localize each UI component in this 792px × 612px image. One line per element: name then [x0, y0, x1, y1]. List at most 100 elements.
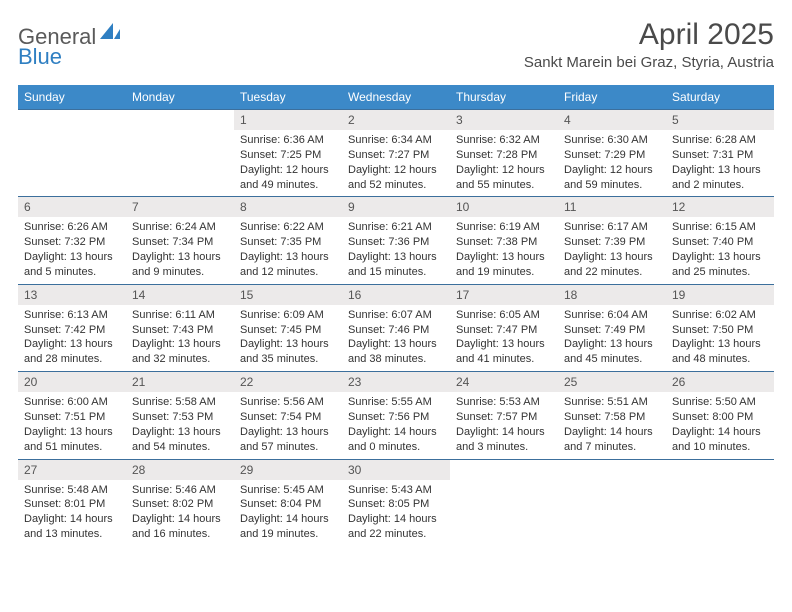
day-sunrise: Sunrise: 6:11 AM — [132, 308, 228, 323]
calendar-week-row: 20 Sunrise: 6:00 AMSunset: 7:51 PM Dayligh… — [18, 372, 774, 459]
day-details: Sunrise: 5:56 AMSunset: 7:54 PMDaylight:… — [234, 392, 342, 458]
day-sunrise: Sunrise: 5:46 AM — [132, 483, 228, 498]
day-daylight2: and 12 minutes. — [240, 265, 336, 280]
day-sunset: Sunset: 7:35 PM — [240, 235, 336, 250]
day-details: Sunrise: 5:48 AMSunset: 8:01 PMDaylight:… — [18, 480, 126, 546]
calendar-day-cell: 20Sunrise: 6:00 AMSunset: 7:51 PMDayligh… — [18, 372, 126, 459]
day-sunset: Sunset: 7:54 PM — [240, 410, 336, 425]
calendar-day-cell: 23Sunrise: 5:55 AMSunset: 7:56 PMDayligh… — [342, 372, 450, 459]
day-daylight1: Daylight: 13 hours — [240, 337, 336, 352]
day-daylight2: and 49 minutes. — [240, 178, 336, 193]
day-number: 24 — [450, 372, 558, 392]
day-details: Sunrise: 5:43 AMSunset: 8:05 PMDaylight:… — [342, 480, 450, 546]
day-number: 10 — [450, 197, 558, 217]
day-details: Sunrise: 6:32 AMSunset: 7:28 PMDaylight:… — [450, 130, 558, 196]
calendar-day-cell: ..... — [126, 110, 234, 197]
day-daylight2: and 48 minutes. — [672, 352, 768, 367]
day-number: 9 — [342, 197, 450, 217]
calendar-day-cell: 21Sunrise: 5:58 AMSunset: 7:53 PMDayligh… — [126, 372, 234, 459]
day-daylight2: and 2 minutes. — [672, 178, 768, 193]
day-daylight2: and 32 minutes. — [132, 352, 228, 367]
calendar-day-cell: 12Sunrise: 6:15 AMSunset: 7:40 PMDayligh… — [666, 197, 774, 284]
day-number: 26 — [666, 372, 774, 392]
day-number: 1 — [234, 110, 342, 130]
day-details: Sunrise: 6:26 AMSunset: 7:32 PMDaylight:… — [18, 217, 126, 283]
day-number: 3 — [450, 110, 558, 130]
day-daylight1: Daylight: 13 hours — [348, 337, 444, 352]
day-daylight2: and 35 minutes. — [240, 352, 336, 367]
day-number: 23 — [342, 372, 450, 392]
day-daylight2: and 28 minutes. — [24, 352, 120, 367]
calendar-day-cell: 19Sunrise: 6:02 AMSunset: 7:50 PMDayligh… — [666, 284, 774, 371]
day-sunrise: Sunrise: 6:13 AM — [24, 308, 120, 323]
day-daylight2: and 13 minutes. — [24, 527, 120, 542]
day-sunrise: Sunrise: 6:36 AM — [240, 133, 336, 148]
day-number: 19 — [666, 285, 774, 305]
day-sunrise: Sunrise: 6:22 AM — [240, 220, 336, 235]
day-sunset: Sunset: 7:36 PM — [348, 235, 444, 250]
day-number: 30 — [342, 460, 450, 480]
day-details: Sunrise: 6:34 AMSunset: 7:27 PMDaylight:… — [342, 130, 450, 196]
day-daylight1: Daylight: 13 hours — [24, 250, 120, 265]
calendar-day-cell: 10Sunrise: 6:19 AMSunset: 7:38 PMDayligh… — [450, 197, 558, 284]
day-daylight2: and 16 minutes. — [132, 527, 228, 542]
calendar-day-cell: 13Sunrise: 6:13 AMSunset: 7:42 PMDayligh… — [18, 284, 126, 371]
day-sunrise: Sunrise: 5:53 AM — [456, 395, 552, 410]
day-daylight2: and 25 minutes. — [672, 265, 768, 280]
day-sunset: Sunset: 7:34 PM — [132, 235, 228, 250]
day-daylight1: Daylight: 14 hours — [672, 425, 768, 440]
day-details: Sunrise: 6:36 AMSunset: 7:25 PMDaylight:… — [234, 130, 342, 196]
day-header-wed: Wednesday — [342, 85, 450, 110]
month-title: April 2025 — [524, 18, 774, 52]
day-daylight2: and 19 minutes. — [240, 527, 336, 542]
calendar-day-cell: ..... — [18, 110, 126, 197]
calendar-week-row: ..........1Sunrise: 6:36 AMSunset: 7:25 … — [18, 110, 774, 197]
day-sunrise: Sunrise: 6:26 AM — [24, 220, 120, 235]
day-number: 20 — [18, 372, 126, 392]
day-daylight2: and 59 minutes. — [564, 178, 660, 193]
day-details: Sunrise: 6:07 AMSunset: 7:46 PMDaylight:… — [342, 305, 450, 371]
day-sunrise: Sunrise: 5:58 AM — [132, 395, 228, 410]
page-header: General April 2025 Sankt Marein bei Graz… — [18, 18, 774, 71]
calendar-day-cell: 14Sunrise: 6:11 AMSunset: 7:43 PMDayligh… — [126, 284, 234, 371]
day-sunrise: Sunrise: 5:56 AM — [240, 395, 336, 410]
day-sunset: Sunset: 7:32 PM — [24, 235, 120, 250]
calendar-day-cell: 28Sunrise: 5:46 AMSunset: 8:02 PMDayligh… — [126, 459, 234, 546]
day-number: 18 — [558, 285, 666, 305]
day-daylight1: Daylight: 12 hours — [564, 163, 660, 178]
day-details: Sunrise: 6:04 AMSunset: 7:49 PMDaylight:… — [558, 305, 666, 371]
day-sunrise: Sunrise: 6:00 AM — [24, 395, 120, 410]
day-details: Sunrise: 6:28 AMSunset: 7:31 PMDaylight:… — [666, 130, 774, 196]
day-daylight1: Daylight: 13 hours — [456, 337, 552, 352]
day-sunrise: Sunrise: 5:50 AM — [672, 395, 768, 410]
day-daylight1: Daylight: 12 hours — [456, 163, 552, 178]
day-sunrise: Sunrise: 5:55 AM — [348, 395, 444, 410]
day-sunrise: Sunrise: 6:09 AM — [240, 308, 336, 323]
day-sunset: Sunset: 7:51 PM — [24, 410, 120, 425]
day-daylight1: Daylight: 13 hours — [240, 425, 336, 440]
day-daylight2: and 22 minutes. — [348, 527, 444, 542]
day-number: 5 — [666, 110, 774, 130]
day-daylight2: and 38 minutes. — [348, 352, 444, 367]
day-sunset: Sunset: 8:05 PM — [348, 497, 444, 512]
day-number: 6 — [18, 197, 126, 217]
day-sunrise: Sunrise: 6:32 AM — [456, 133, 552, 148]
day-sunset: Sunset: 7:40 PM — [672, 235, 768, 250]
day-sunset: Sunset: 7:27 PM — [348, 148, 444, 163]
calendar-day-cell: 25Sunrise: 5:51 AMSunset: 7:58 PMDayligh… — [558, 372, 666, 459]
calendar-day-cell: 27Sunrise: 5:48 AMSunset: 8:01 PMDayligh… — [18, 459, 126, 546]
calendar-week-row: 6Sunrise: 6:26 AMSunset: 7:32 PMDaylight… — [18, 197, 774, 284]
logo-text-blue: Blue — [18, 44, 62, 69]
day-daylight2: and 7 minutes. — [564, 440, 660, 455]
day-sunrise: Sunrise: 6:21 AM — [348, 220, 444, 235]
day-daylight1: Daylight: 14 hours — [24, 512, 120, 527]
day-details: Sunrise: 5:45 AMSunset: 8:04 PMDaylight:… — [234, 480, 342, 546]
day-details: Sunrise: 5:58 AMSunset: 7:53 PMDaylight:… — [126, 392, 234, 458]
day-daylight2: and 15 minutes. — [348, 265, 444, 280]
day-details: Sunrise: 6:30 AMSunset: 7:29 PMDaylight:… — [558, 130, 666, 196]
day-details: Sunrise: 6:11 AMSunset: 7:43 PMDaylight:… — [126, 305, 234, 371]
day-daylight1: Daylight: 13 hours — [348, 250, 444, 265]
calendar-day-cell: 7Sunrise: 6:24 AMSunset: 7:34 PMDaylight… — [126, 197, 234, 284]
day-daylight1: Daylight: 12 hours — [240, 163, 336, 178]
day-details: Sunrise: 6:02 AMSunset: 7:50 PMDaylight:… — [666, 305, 774, 371]
